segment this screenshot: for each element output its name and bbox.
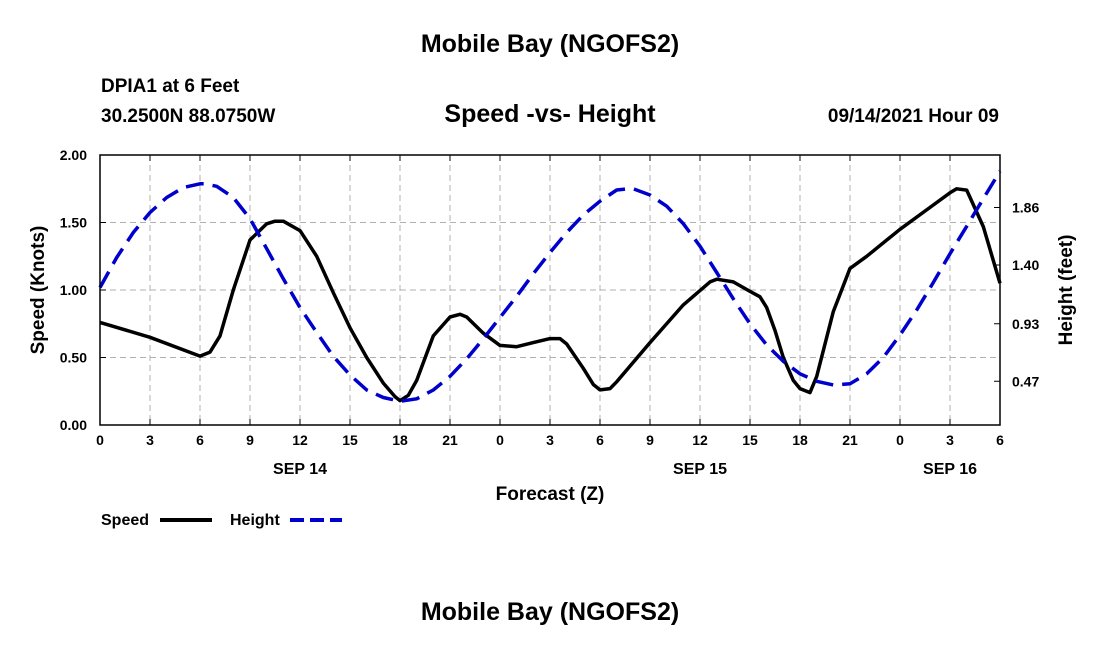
x-tick-label: 18 (792, 432, 808, 448)
legend-label-speed: Speed (101, 512, 149, 529)
date-label: SEP 14 (273, 461, 327, 478)
x-tick-label: 21 (442, 432, 458, 448)
footer-title: Mobile Bay (NGOFS2) (420, 598, 680, 626)
coordinates-label: 30.2500N 88.0750W (101, 106, 276, 127)
x-tick-label: 15 (342, 432, 358, 448)
series-layer (98, 170, 1002, 404)
x-tick-label: 3 (546, 432, 554, 448)
x-tick-label: 6 (596, 432, 604, 448)
x-tick-label: 15 (742, 432, 758, 448)
x-tick-label: 9 (246, 432, 254, 448)
station-label: DPIA1 at 6 Feet (101, 76, 240, 97)
x-tick-label: 0 (896, 432, 904, 448)
x-tick-label: 12 (692, 432, 708, 448)
left-y-tick-label: 1.50 (60, 215, 87, 231)
grid-lines (100, 155, 1000, 425)
x-tick-label: 18 (392, 432, 408, 448)
x-tick-label: 6 (196, 432, 204, 448)
x-tick-label: 21 (842, 432, 858, 448)
x-tick-label: 9 (646, 432, 654, 448)
x-tick-label: 6 (996, 432, 1004, 448)
axis-ticks: 0 3 6 9 12 15 18 21 0 3 6 9 12 15 18 21 0 3 6 SEP 14 SEP 15 S… (60, 147, 1040, 478)
right-y-tick-label: 0.93 (1012, 316, 1039, 332)
speed-series-line (99, 187, 1002, 403)
height-series-line (98, 170, 1002, 404)
chart-title: Mobile Bay (NGOFS2) (420, 30, 680, 58)
x-axis-title: Forecast (Z) (496, 484, 605, 505)
x-tick-label: 12 (292, 432, 308, 448)
right-y-axis-title: Height (feet) (1056, 235, 1077, 346)
left-y-tick-label: 2.00 (60, 147, 87, 163)
left-y-tick-label: 0.50 (60, 350, 87, 366)
left-y-tick-label: 0.00 (60, 417, 87, 433)
x-tick-label: 3 (946, 432, 954, 448)
left-y-tick-label: 1.00 (60, 282, 87, 298)
date-label: SEP 16 (923, 461, 977, 478)
right-y-tick-label: 0.47 (1012, 373, 1039, 389)
x-tick-label: 0 (96, 432, 104, 448)
legend-label-height: Height (230, 512, 280, 529)
left-y-axis-title: Speed (Knots) (28, 226, 49, 355)
x-tick-label: 0 (496, 432, 504, 448)
chart-subtitle: Speed -vs- Height (444, 100, 656, 128)
legend: Speed Height (101, 512, 342, 529)
forecast-timestamp: 09/14/2021 Hour 09 (827, 106, 999, 127)
x-tick-label: 3 (146, 432, 154, 448)
right-y-tick-label: 1.40 (1012, 257, 1039, 273)
date-label: SEP 15 (673, 461, 727, 478)
right-y-tick-label: 1.86 (1012, 200, 1039, 216)
